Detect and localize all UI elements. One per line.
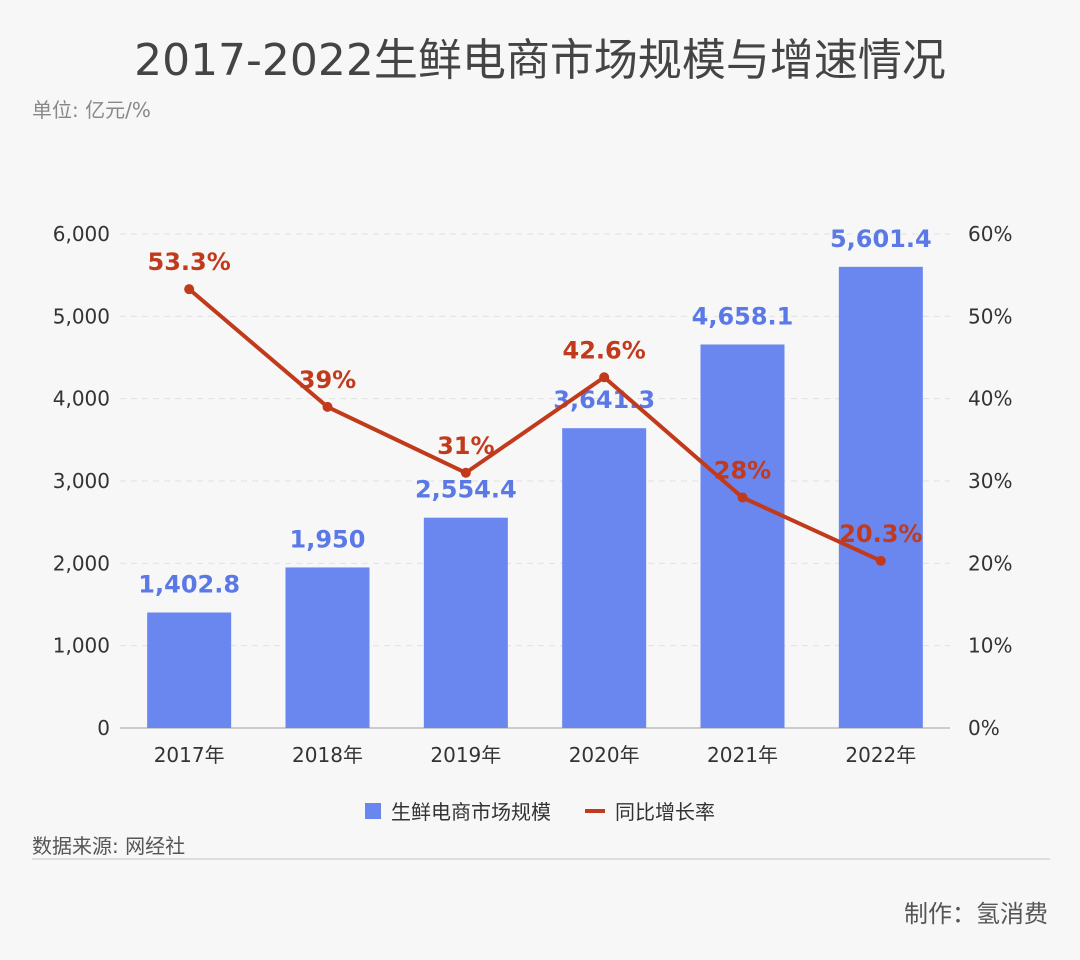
legend-item-bars: 生鲜电商市场规模 [365, 796, 551, 825]
line-data-label: 31% [437, 432, 494, 460]
left-tick-label: 0 [97, 716, 110, 740]
legend-bar-swatch [365, 802, 381, 819]
right-tick-label: 0% [968, 716, 1000, 740]
left-tick-label: 6,000 [53, 222, 110, 246]
right-tick-label: 60% [968, 222, 1012, 246]
line-point [875, 555, 886, 566]
data-source: 数据来源: 网经社 [32, 834, 186, 858]
bar [147, 612, 232, 728]
growth-line [187, 287, 882, 563]
bar-data-label: 1,950 [290, 525, 366, 553]
line-data-label: 20.3% [839, 520, 922, 548]
chart-title: 2017-2022生鲜电商市场规模与增速情况 [134, 35, 946, 86]
bar-data-label: 2,554.4 [415, 476, 517, 504]
x-tick-label: 2019年 [430, 743, 501, 767]
legend-line-swatch [585, 808, 605, 813]
legend-line-label: 同比增长率 [615, 800, 715, 824]
x-tick-label: 2017年 [154, 743, 225, 767]
left-tick-label: 1,000 [53, 634, 110, 658]
line-data-label: 42.6% [563, 336, 646, 364]
line-point [599, 372, 610, 383]
bar-data-label: 1,402.8 [138, 571, 240, 599]
right-tick-label: 30% [968, 469, 1012, 493]
combo-chart: 0 1,000 2,000 3,000 4,000 5,000 6,000 0% 10% 20% 3… [53, 222, 1013, 767]
bar [285, 567, 370, 728]
bar-data-label: 5,601.4 [830, 225, 932, 253]
left-tick-label: 2,000 [53, 551, 110, 575]
line-data-label: 39% [299, 366, 356, 394]
left-tick-label: 3,000 [53, 469, 110, 493]
bar [562, 428, 647, 728]
right-tick-label: 10% [968, 634, 1012, 658]
bar-data-label: 4,658.1 [692, 302, 794, 330]
line-data-label: 28% [714, 456, 771, 484]
footer-divider [32, 858, 1050, 860]
x-tick-label: 2021年 [707, 743, 778, 767]
chart-legend: 生鲜电商市场规模 同比增长率 [0, 796, 1080, 825]
legend-bar-label: 生鲜电商市场规模 [391, 800, 551, 824]
left-tick-label: 4,000 [53, 387, 110, 411]
right-tick-label: 40% [968, 387, 1012, 411]
line-point [322, 401, 333, 412]
line-data-label: 53.3% [148, 248, 231, 276]
bar [423, 517, 508, 728]
x-tick-label: 2020年 [569, 743, 640, 767]
bar [838, 266, 923, 728]
right-tick-label: 20% [968, 551, 1012, 575]
line-point [184, 284, 195, 295]
line-point [737, 492, 748, 503]
x-tick-label: 2022年 [845, 743, 916, 767]
bar [700, 344, 785, 728]
unit-label: 单位: 亿元/% [32, 98, 151, 122]
x-tick-label: 2018年 [292, 743, 363, 767]
legend-item-line: 同比增长率 [585, 796, 715, 825]
left-tick-label: 5,000 [53, 304, 110, 328]
right-tick-label: 50% [968, 304, 1012, 328]
line-point [460, 467, 471, 478]
credit-text: 制作：氢消费 [904, 900, 1048, 928]
